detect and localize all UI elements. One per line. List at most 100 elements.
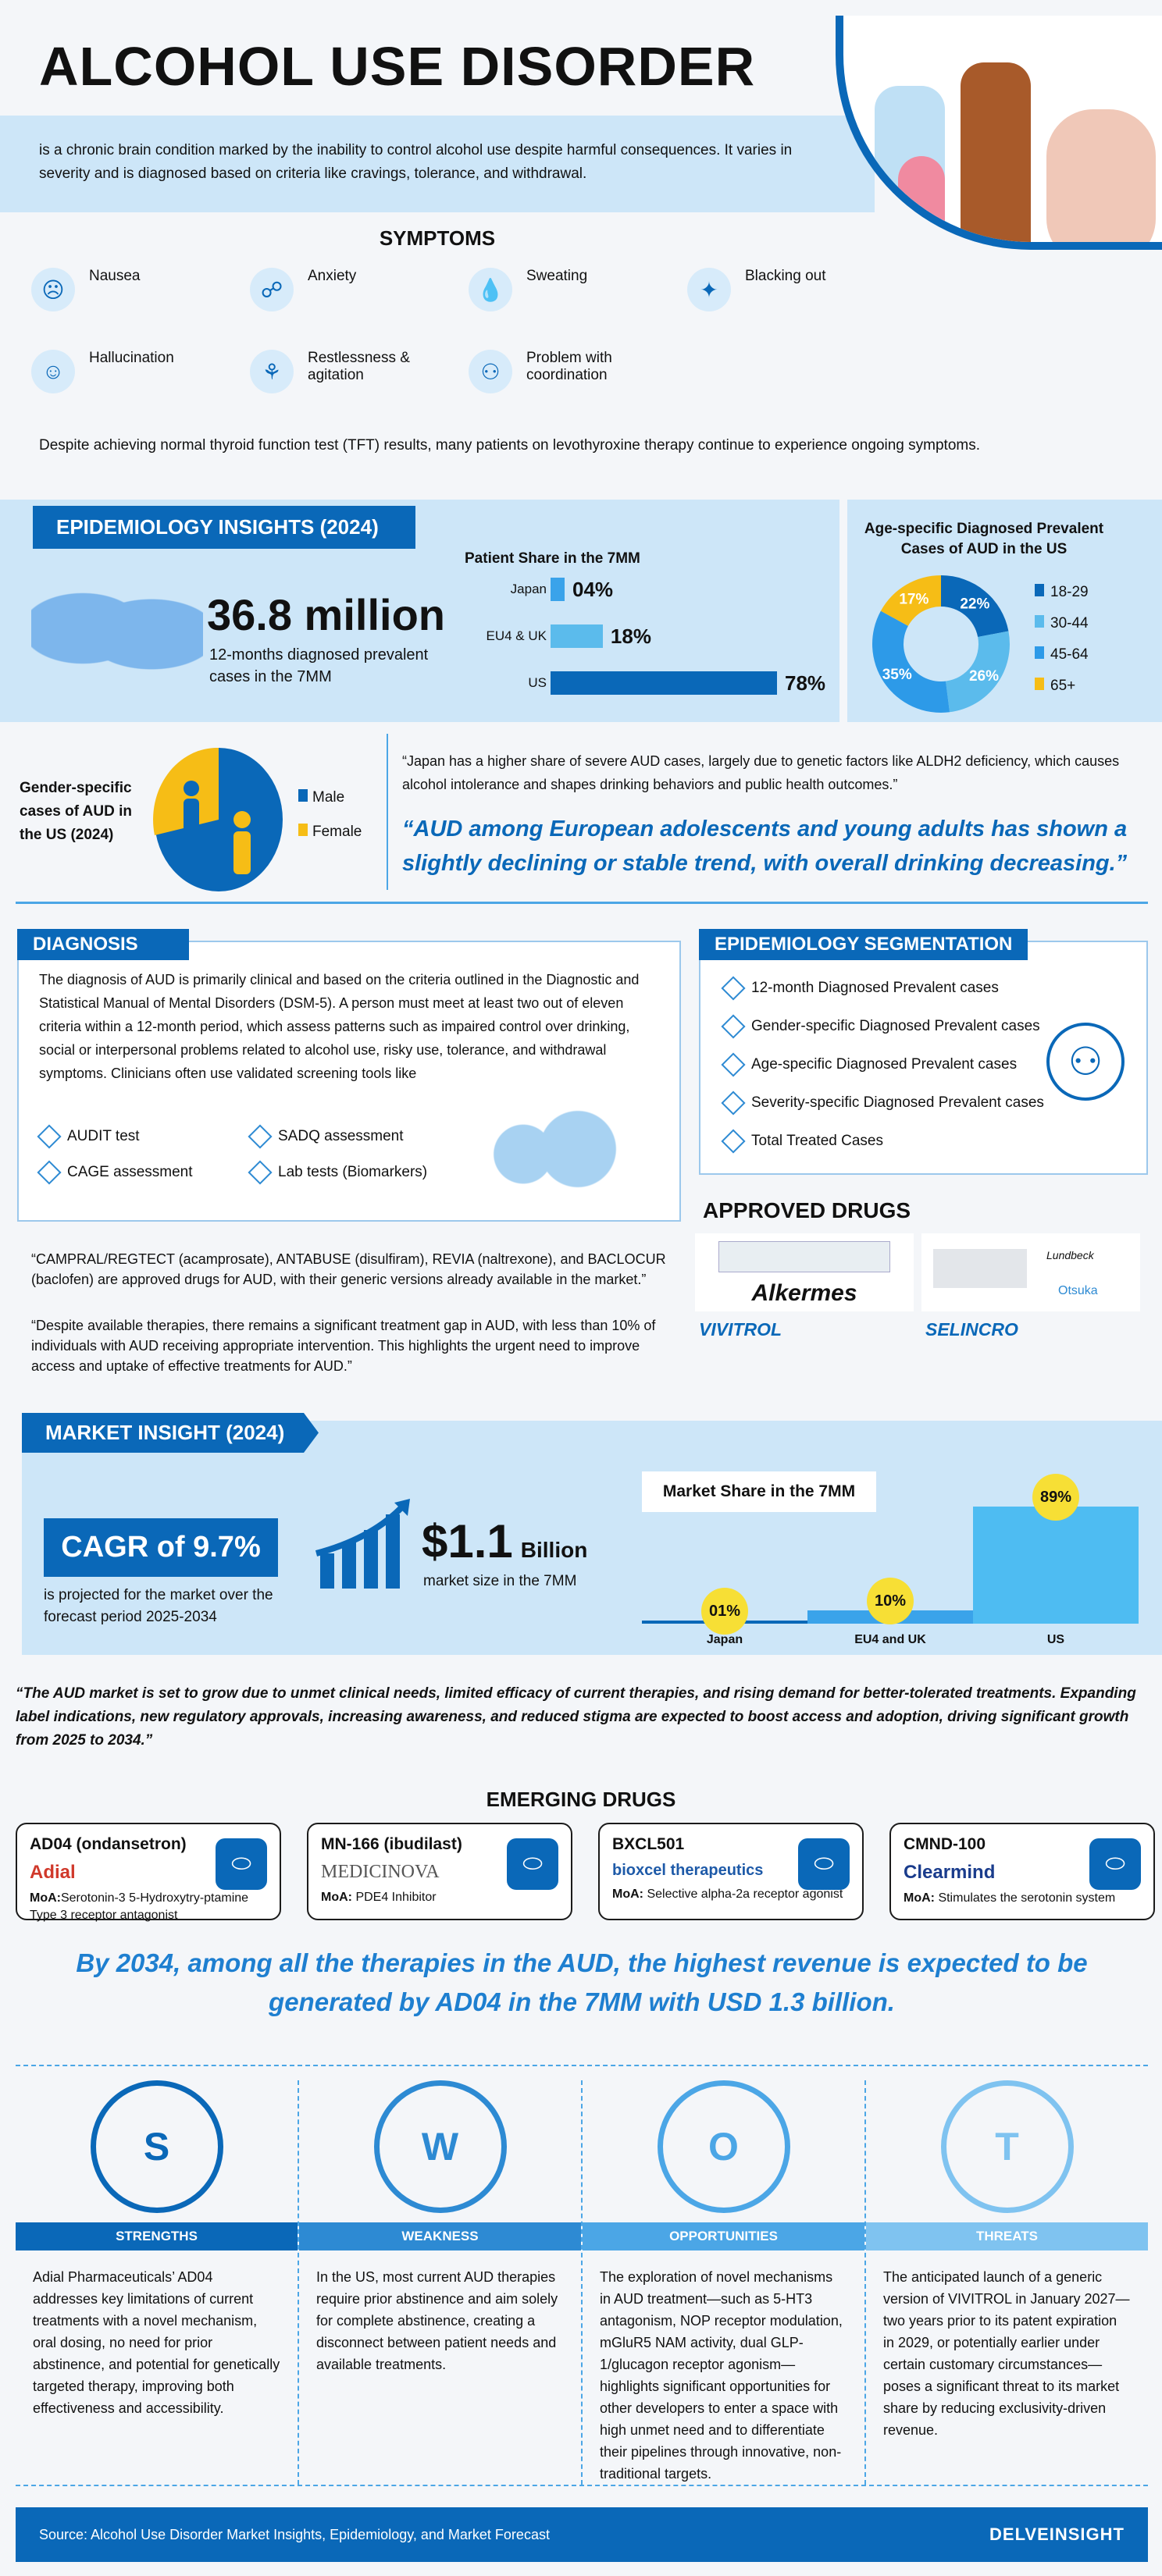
diagnosis-heading: DIAGNOSIS	[17, 929, 189, 960]
diagnosis-tools: AUDIT test SADQ assessment CAGE assessme…	[37, 1124, 462, 1185]
segment-item: Total Treated Cases	[721, 1129, 1044, 1154]
male-figure-icon	[233, 831, 251, 874]
market-share-value: 01%	[701, 1588, 748, 1635]
tool-item: AUDIT test	[37, 1124, 251, 1149]
age-slice	[941, 575, 1009, 638]
patient-share-bar	[551, 578, 565, 601]
epidemiology-heading: EPIDEMIOLOGY INSIGHTS (2024)	[33, 506, 415, 549]
lundbeck-logo: Lundbeck	[1046, 1249, 1094, 1261]
divider	[387, 734, 388, 890]
company-logo: Clearmind	[904, 1862, 996, 1883]
cagr-caption: is projected for the market over the for…	[44, 1587, 273, 1625]
emerging-cards: AD04 (ondansetron) Adial MoA:Serotonin-3 5…	[16, 1823, 1155, 1922]
people-group-icon: ⚇	[1046, 1023, 1125, 1101]
swot-strengths: S STRENGTHS Adial Pharmaceuticals’ AD04 ad…	[16, 2080, 298, 2485]
market-size: $1.1 Billion	[422, 1514, 587, 1568]
tool-item: Lab tests (Biomarkers)	[248, 1160, 462, 1185]
symptom-blacking-out: ✦ Blacking out	[687, 262, 828, 324]
market-share-value: 10%	[867, 1578, 914, 1625]
tool-item: CAGE assessment	[37, 1160, 251, 1185]
divider	[16, 902, 1148, 904]
age-legend: 18-29 30-44 45-64 65+	[1035, 584, 1089, 709]
age-slice-label: 22%	[960, 596, 989, 613]
hallucination-icon: ☺	[31, 350, 75, 393]
patient-share-bar	[551, 624, 603, 648]
market-size-caption: market size in the 7MM	[423, 1573, 577, 1589]
bar-label: US	[528, 675, 547, 690]
age-legend-item: 45-64	[1035, 646, 1089, 678]
patient-share-title: Patient Share in the 7MM	[465, 550, 640, 567]
swot-heading: THREATS	[866, 2222, 1148, 2250]
patient-share-chart: Japan 04% EU4 & UK 18% US 78%	[453, 578, 828, 710]
anxiety-icon: ☍	[250, 268, 294, 311]
market-share-chart: 01% Japan 10% EU4 and UK 89% US	[642, 1468, 1142, 1647]
diamond-icon	[37, 1160, 62, 1185]
market-share-label: US	[1046, 1633, 1065, 1646]
otsuka-logo: Otsuka	[1058, 1284, 1098, 1297]
world-map-icon	[31, 582, 203, 699]
selincro-label: SELINCRO	[925, 1319, 1018, 1340]
approved-quote-1: “CAMPRAL/REGTECT (acamprosate), ANTABUSE…	[31, 1251, 666, 1287]
epi-big-caption: 12-months diagnosed prevalent cases in t…	[209, 646, 429, 685]
diamond-icon	[721, 1129, 746, 1154]
gender-legend: Male Female	[298, 781, 362, 849]
market-share-title: Market Share in the 7MM	[642, 1471, 876, 1512]
alcohol-illustration	[836, 16, 1162, 250]
age-slice-label: 35%	[882, 667, 912, 683]
bar-value: 04%	[572, 578, 614, 601]
symptoms-heading: SYMPTOMS	[379, 226, 496, 250]
company-logo: Adial	[30, 1862, 76, 1883]
pill-icon: ⬭	[507, 1838, 558, 1890]
source-text: Source: Alcohol Use Disorder Market Insi…	[39, 2526, 550, 2542]
intro-text: is a chronic brain condition marked by t…	[0, 116, 875, 212]
emerging-conclusion: By 2034, among all the therapies in the …	[76, 1948, 1088, 2016]
vivitrol-label: VIVITROL	[699, 1319, 782, 1340]
female-figure-icon	[184, 799, 199, 838]
segment-item: 12-month Diagnosed Prevalent cases	[721, 976, 1044, 1001]
selincro-image: Lundbeck Otsuka	[921, 1233, 1140, 1311]
swot-heading: STRENGTHS	[16, 2222, 298, 2250]
diamond-icon	[248, 1124, 273, 1149]
coordination-icon: ⚇	[469, 350, 512, 393]
swot-text: The anticipated launch of a generic vers…	[883, 2269, 1130, 2438]
symptom-restlessness: ⚘ Restlessness & agitation	[250, 343, 453, 406]
blackout-icon: ✦	[687, 268, 731, 311]
company-logo: bioxcel therapeutics	[612, 1862, 764, 1879]
footer: Source: Alcohol Use Disorder Market Insi…	[16, 2507, 1148, 2562]
approved-drugs-heading: APPROVED DRUGS	[703, 1198, 911, 1222]
patient-share-bar	[551, 671, 777, 695]
gender-chart-title: Gender-specific cases of AUD in the US (…	[20, 780, 132, 843]
age-slice	[880, 575, 941, 626]
emerging-heading: EMERGING DRUGS	[486, 1788, 676, 1811]
pill-icon: ⬭	[798, 1838, 850, 1890]
segment-item: Age-specific Diagnosed Prevalent cases	[721, 1052, 1044, 1077]
symptoms-row-2: ☺ Hallucination ⚘ Restlessness & agitation…	[31, 343, 672, 406]
age-slice-label: 26%	[969, 668, 999, 685]
swot-threats: T THREATS The anticipated launch of a gene…	[864, 2080, 1148, 2485]
drug-card-mn166: MN-166 (ibudilast) MEDICINOVA MoA: PDE4 In…	[307, 1823, 572, 1920]
swot-text: Adial Pharmaceuticals’ AD04 addresses ke…	[33, 2269, 280, 2416]
segmentation-heading: EPIDEMIOLOGY SEGMENTATION	[699, 929, 1028, 960]
market-heading: MARKET INSIGHT (2024)	[22, 1413, 319, 1453]
market-share-label: Japan	[706, 1633, 743, 1646]
drug-card-ad04: AD04 (ondansetron) Adial MoA:Serotonin-3 5…	[16, 1823, 281, 1922]
market-share-label: EU4 and UK	[854, 1633, 926, 1646]
bar-label: EU4 & UK	[486, 628, 547, 643]
europe-quote: “AUD among European adolescents and youn…	[402, 817, 1128, 876]
symptoms-row-1: ☹ Nausea ☍ Anxiety 💧 Sweating ✦ Blacking out	[31, 262, 828, 324]
market-share-value: 89%	[1032, 1474, 1079, 1521]
market-size-value: $1.1	[422, 1515, 513, 1567]
doctor-patient-illustration	[469, 1108, 625, 1210]
nausea-icon: ☹	[31, 268, 75, 311]
diamond-icon	[37, 1124, 62, 1149]
company-logo: MEDICINOVA	[321, 1862, 440, 1882]
sweat-drops-icon: 💧	[469, 268, 512, 311]
age-legend-item: 65+	[1035, 678, 1089, 709]
diamond-icon	[721, 1052, 746, 1077]
symptom-coordination: ⚇ Problem with coordination	[469, 343, 672, 406]
diamond-icon	[721, 1091, 746, 1115]
symptom-nausea: ☹ Nausea	[31, 262, 234, 324]
segment-item: Severity-specific Diagnosed Prevalent ca…	[721, 1091, 1044, 1115]
gender-pie-chart	[153, 747, 283, 891]
diamond-icon	[721, 1014, 746, 1039]
